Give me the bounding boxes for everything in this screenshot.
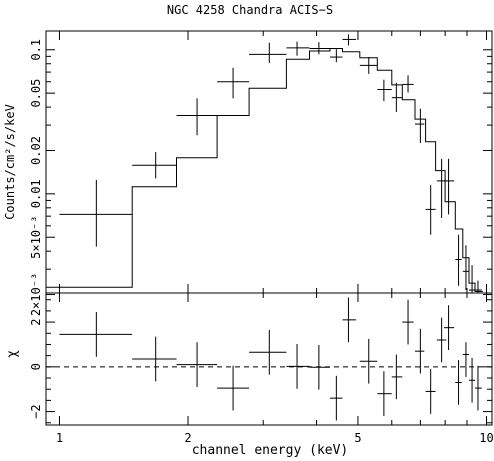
residual-point bbox=[391, 354, 403, 400]
residual-point bbox=[436, 317, 447, 363]
spectrum-ticks: 2×10⁻³ 5×10⁻³ 0.01 0.02 0.05 0.1 bbox=[29, 39, 492, 316]
residual-data-points bbox=[59, 297, 482, 421]
residual-point bbox=[377, 371, 392, 417]
spectrum-point bbox=[475, 280, 482, 293]
residuals-ticks: −2 0 2 bbox=[29, 299, 492, 424]
residual-point bbox=[132, 336, 177, 382]
spectrum-point bbox=[443, 158, 455, 215]
x-axis-label: channel energy (keV) bbox=[192, 443, 349, 458]
y-tick-label: 0.02 bbox=[29, 136, 43, 165]
residual-point bbox=[59, 312, 133, 357]
spectrum-point bbox=[462, 245, 470, 291]
residuals-panel: −2 0 2 bbox=[29, 292, 493, 426]
spectrum-point bbox=[402, 75, 414, 93]
residual-point bbox=[443, 305, 455, 351]
residuals-y-axis-label: χ bbox=[5, 350, 20, 358]
spectrum-point bbox=[469, 265, 476, 293]
y-tick-label: 0.01 bbox=[29, 179, 43, 208]
residual-point bbox=[425, 369, 436, 414]
spectrum-point bbox=[414, 108, 425, 144]
residual-point bbox=[286, 344, 310, 389]
spectrum-point bbox=[377, 79, 392, 102]
residual-point bbox=[475, 365, 482, 411]
spectrum-frame bbox=[45, 30, 493, 294]
residual-point bbox=[342, 297, 357, 343]
y-tick-label: 0.1 bbox=[29, 39, 43, 61]
residual-point bbox=[359, 338, 378, 384]
spectrum-point bbox=[132, 152, 177, 179]
y-tick-label: 5×10⁻³ bbox=[29, 216, 43, 259]
spectrum-panel: 2×10⁻³ 5×10⁻³ 0.01 0.02 0.05 0.1 bbox=[29, 30, 493, 316]
residual-point bbox=[414, 328, 425, 374]
residual-tick-label: −2 bbox=[29, 404, 43, 418]
spectrum-point bbox=[425, 185, 436, 235]
residual-point bbox=[309, 344, 330, 390]
residual-point bbox=[176, 342, 218, 387]
spectrum-point bbox=[359, 57, 378, 74]
residuals-frame bbox=[45, 292, 493, 426]
spectrum-point bbox=[217, 67, 250, 99]
residual-point bbox=[455, 360, 462, 405]
residual-tick-label: 0 bbox=[29, 363, 43, 370]
x-axis-ticks: 1 2 5 10 bbox=[56, 31, 494, 445]
spectrum-point bbox=[455, 234, 462, 286]
residual-point bbox=[402, 299, 414, 345]
spectrum-point bbox=[391, 82, 403, 112]
spectrum-point bbox=[286, 41, 310, 56]
spectrum-point bbox=[176, 98, 218, 136]
y-tick-label: 0.05 bbox=[29, 79, 43, 108]
spectrum-y-axis-label: Counts/cm²/s/keV bbox=[3, 104, 17, 220]
residual-point bbox=[329, 375, 343, 421]
spectrum-point bbox=[309, 42, 330, 55]
x-tick-label: 10 bbox=[479, 431, 493, 445]
spectrum-point bbox=[59, 179, 133, 247]
x-tick-label: 2 bbox=[184, 431, 191, 445]
chart-title: NGC 4258 Chandra ACIS−S bbox=[167, 3, 333, 17]
spectrum-point bbox=[329, 49, 343, 63]
x-tick-label: 5 bbox=[354, 431, 361, 445]
spectrum-point bbox=[249, 42, 287, 63]
spectrum-point bbox=[342, 34, 357, 46]
residual-point bbox=[469, 357, 476, 403]
x-tick-label: 1 bbox=[56, 431, 63, 445]
residual-tick-label: 2 bbox=[29, 318, 43, 325]
spectrum-data-points bbox=[59, 34, 482, 293]
model-curve-group bbox=[46, 48, 483, 292]
model-step-curve bbox=[46, 48, 483, 292]
y-tick-label: 2×10⁻³ bbox=[29, 273, 43, 316]
residual-point bbox=[249, 329, 287, 375]
residual-point bbox=[217, 365, 250, 411]
residual-point bbox=[462, 342, 470, 377]
